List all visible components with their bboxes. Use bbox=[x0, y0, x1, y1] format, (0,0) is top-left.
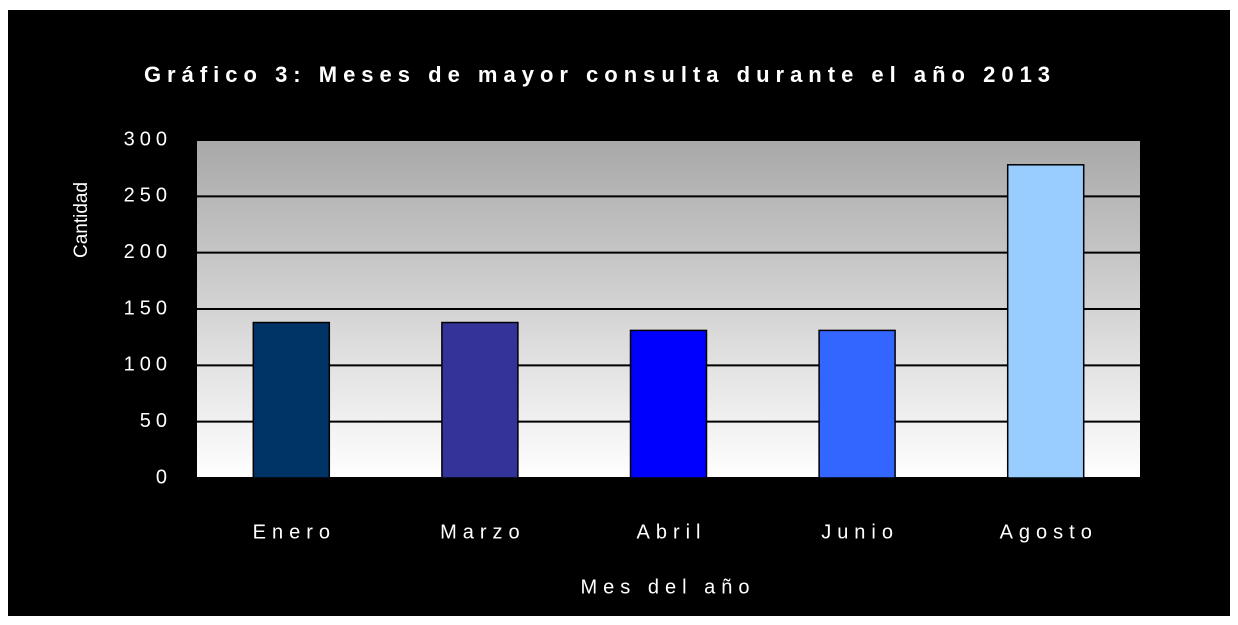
y-tick-label: 200 bbox=[124, 241, 172, 263]
y-axis-title: Cantidad bbox=[71, 182, 92, 258]
bar bbox=[1006, 164, 1085, 479]
x-tick-label: Junio bbox=[821, 521, 899, 543]
y-tick-label: 150 bbox=[124, 297, 172, 319]
x-tick-label: Marzo bbox=[440, 521, 526, 543]
bar bbox=[818, 329, 896, 479]
y-tick-label: 100 bbox=[124, 354, 172, 376]
bar bbox=[252, 321, 331, 479]
y-tick-label: 250 bbox=[124, 185, 172, 207]
y-tick-label: 0 bbox=[156, 466, 172, 488]
x-tick-label: Enero bbox=[253, 521, 336, 543]
chart-title: Gráfico 3: Meses de mayor consulta duran… bbox=[144, 62, 1056, 87]
y-tick-label: 300 bbox=[124, 128, 172, 150]
bar bbox=[441, 321, 519, 479]
bar bbox=[629, 329, 708, 479]
x-tick-label: Abril bbox=[636, 521, 706, 543]
x-tick-label: Agosto bbox=[1000, 521, 1098, 543]
x-axis-title: Mes del año bbox=[581, 576, 756, 598]
y-tick-label: 50 bbox=[140, 410, 172, 432]
